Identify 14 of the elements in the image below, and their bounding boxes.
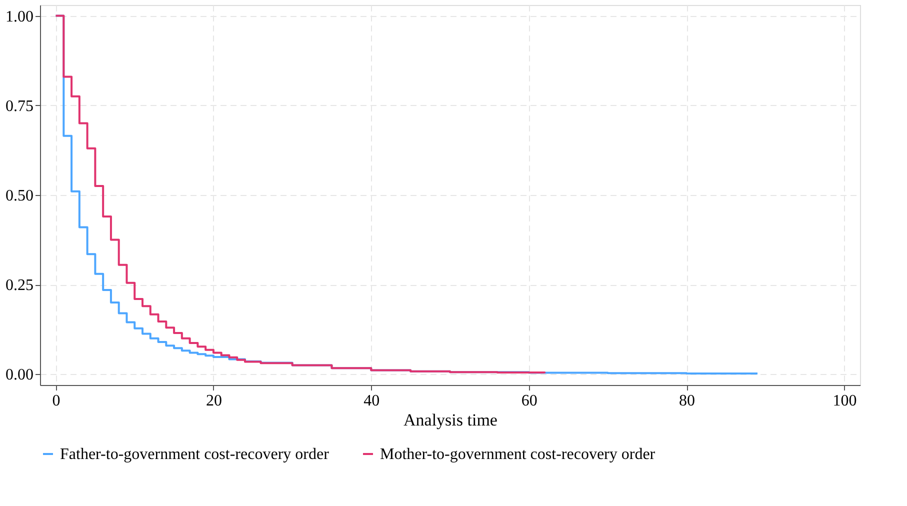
x-tick-label: 20 — [206, 392, 222, 410]
x-tick-label: 40 — [364, 392, 380, 410]
y-tick-label: 1.00 — [6, 8, 34, 26]
y-tick-label: 0.25 — [6, 277, 34, 294]
x-tick-label: 60 — [521, 392, 538, 410]
x-tick-label: 100 — [832, 392, 857, 410]
x-axis-title: Analysis time — [404, 410, 498, 430]
y-tick-label: 0.50 — [6, 188, 34, 204]
x-tick-label: 0 — [52, 392, 60, 410]
y-tick-label: 0.00 — [6, 366, 34, 384]
legend-label: Mother-to-government cost-recovery order — [380, 446, 656, 463]
legend-label: Father-to-government cost-recovery order — [60, 446, 330, 463]
y-tick-label: 0.75 — [6, 98, 34, 115]
x-tick-label: 80 — [679, 392, 696, 410]
